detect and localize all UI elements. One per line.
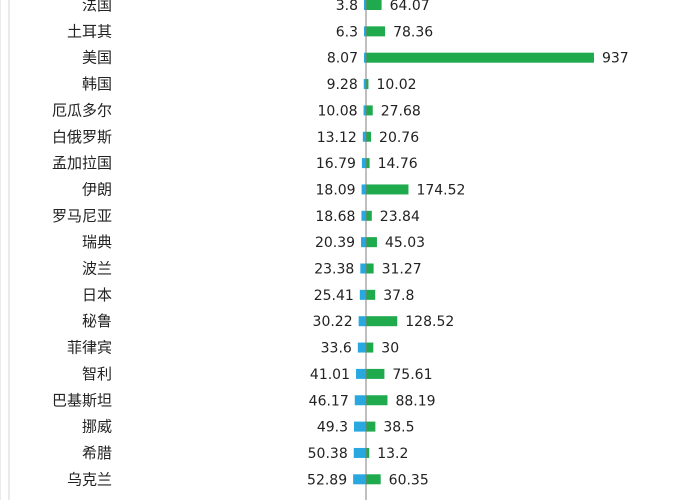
category-label: 巴基斯坦 bbox=[52, 391, 112, 409]
value-label-left: 9.28 bbox=[327, 77, 358, 93]
value-label-left: 41.01 bbox=[310, 367, 350, 383]
bar-right bbox=[366, 79, 369, 90]
bar-right bbox=[366, 474, 381, 485]
bar-left bbox=[357, 342, 366, 353]
value-label-right: 128.52 bbox=[405, 314, 454, 330]
bar-right bbox=[366, 368, 385, 379]
category-label: 美国 bbox=[82, 49, 112, 67]
value-label-right: 23.84 bbox=[380, 209, 420, 225]
value-label-left: 3.8 bbox=[336, 0, 358, 14]
value-label-right: 937 bbox=[602, 51, 629, 67]
category-label: 法国 bbox=[82, 0, 112, 14]
value-label-left: 23.38 bbox=[314, 262, 354, 278]
category-label: 乌克兰 bbox=[67, 470, 112, 488]
value-label-right: 38.5 bbox=[383, 420, 414, 436]
value-label-right: 45.03 bbox=[385, 235, 425, 251]
category-label: 秘鲁 bbox=[82, 312, 112, 330]
value-label-right: 27.68 bbox=[381, 103, 421, 119]
value-label-right: 88.19 bbox=[395, 393, 435, 409]
category-label: 日本 bbox=[82, 286, 112, 304]
bar-left bbox=[362, 131, 366, 142]
value-label-right: 10.02 bbox=[376, 77, 416, 93]
category-label: 韩国 bbox=[82, 75, 112, 93]
bar-right bbox=[366, 447, 370, 458]
value-label-left: 16.79 bbox=[316, 156, 356, 172]
bar-right bbox=[366, 184, 409, 195]
value-label-left: 6.3 bbox=[336, 24, 358, 40]
category-label: 瑞典 bbox=[82, 233, 112, 251]
bar-right bbox=[366, 263, 374, 274]
value-label-right: 78.36 bbox=[393, 24, 433, 40]
value-label-right: 37.8 bbox=[383, 288, 414, 304]
value-label-left: 13.12 bbox=[317, 130, 357, 146]
category-label: 智利 bbox=[82, 365, 112, 383]
bar-left bbox=[361, 237, 366, 248]
bar-right bbox=[366, 131, 372, 142]
bar-left bbox=[358, 316, 366, 327]
category-label: 孟加拉国 bbox=[52, 154, 112, 172]
bar-right bbox=[366, 237, 377, 248]
value-label-left: 8.07 bbox=[327, 51, 358, 67]
value-label-right: 31.27 bbox=[382, 262, 422, 278]
bar-right bbox=[366, 52, 594, 63]
category-label: 伊朗 bbox=[82, 180, 112, 198]
value-label-left: 52.89 bbox=[307, 472, 347, 488]
value-label-left: 20.39 bbox=[315, 235, 355, 251]
value-label-left: 18.68 bbox=[315, 209, 355, 225]
value-label-right: 13.2 bbox=[377, 446, 408, 462]
value-label-left: 10.08 bbox=[317, 103, 357, 119]
category-label: 挪威 bbox=[82, 418, 112, 436]
bar-right bbox=[366, 26, 386, 37]
bar-left bbox=[354, 421, 366, 432]
value-label-left: 50.38 bbox=[308, 446, 348, 462]
bar-right bbox=[366, 105, 373, 116]
category-label: 白俄罗斯 bbox=[52, 128, 112, 146]
category-label: 厄瓜多尔 bbox=[52, 101, 112, 119]
bar-left bbox=[363, 105, 366, 116]
bar-right bbox=[366, 158, 370, 169]
value-label-right: 75.61 bbox=[392, 367, 432, 383]
category-label: 希腊 bbox=[82, 444, 112, 462]
bar-left bbox=[364, 0, 366, 10]
bar-left bbox=[361, 184, 366, 195]
bar-left bbox=[354, 395, 366, 406]
category-label: 波兰 bbox=[82, 260, 112, 278]
bar-left bbox=[364, 52, 366, 63]
value-label-right: 60.35 bbox=[389, 472, 429, 488]
value-label-left: 46.17 bbox=[309, 393, 349, 409]
bar-left bbox=[363, 79, 366, 90]
value-label-left: 18.09 bbox=[316, 182, 356, 198]
value-label-right: 14.76 bbox=[378, 156, 418, 172]
bar-left bbox=[356, 368, 366, 379]
category-label: 罗马尼亚 bbox=[52, 207, 112, 225]
bar-left bbox=[364, 26, 366, 37]
bar-right bbox=[366, 395, 388, 406]
bar-right bbox=[366, 421, 376, 432]
value-label-right: 174.52 bbox=[416, 182, 465, 198]
bar-left bbox=[353, 447, 366, 458]
bar-right bbox=[366, 210, 372, 221]
bar-left bbox=[360, 263, 366, 274]
value-label-right: 64.07 bbox=[390, 0, 430, 14]
bar-right bbox=[366, 289, 376, 300]
bar-left bbox=[361, 158, 366, 169]
bar-left bbox=[361, 210, 366, 221]
bar-left bbox=[359, 289, 366, 300]
value-label-left: 49.3 bbox=[317, 420, 348, 436]
bar-right bbox=[366, 342, 374, 353]
value-label-left: 25.41 bbox=[314, 288, 354, 304]
value-label-left: 33.6 bbox=[321, 341, 352, 357]
bar-right bbox=[366, 316, 398, 327]
category-label: 土耳其 bbox=[67, 22, 112, 40]
bar-right bbox=[366, 0, 382, 10]
value-label-left: 30.22 bbox=[313, 314, 353, 330]
bar-left bbox=[353, 474, 366, 485]
category-label: 菲律宾 bbox=[67, 339, 112, 357]
value-label-right: 30 bbox=[381, 341, 399, 357]
value-label-right: 20.76 bbox=[379, 130, 419, 146]
